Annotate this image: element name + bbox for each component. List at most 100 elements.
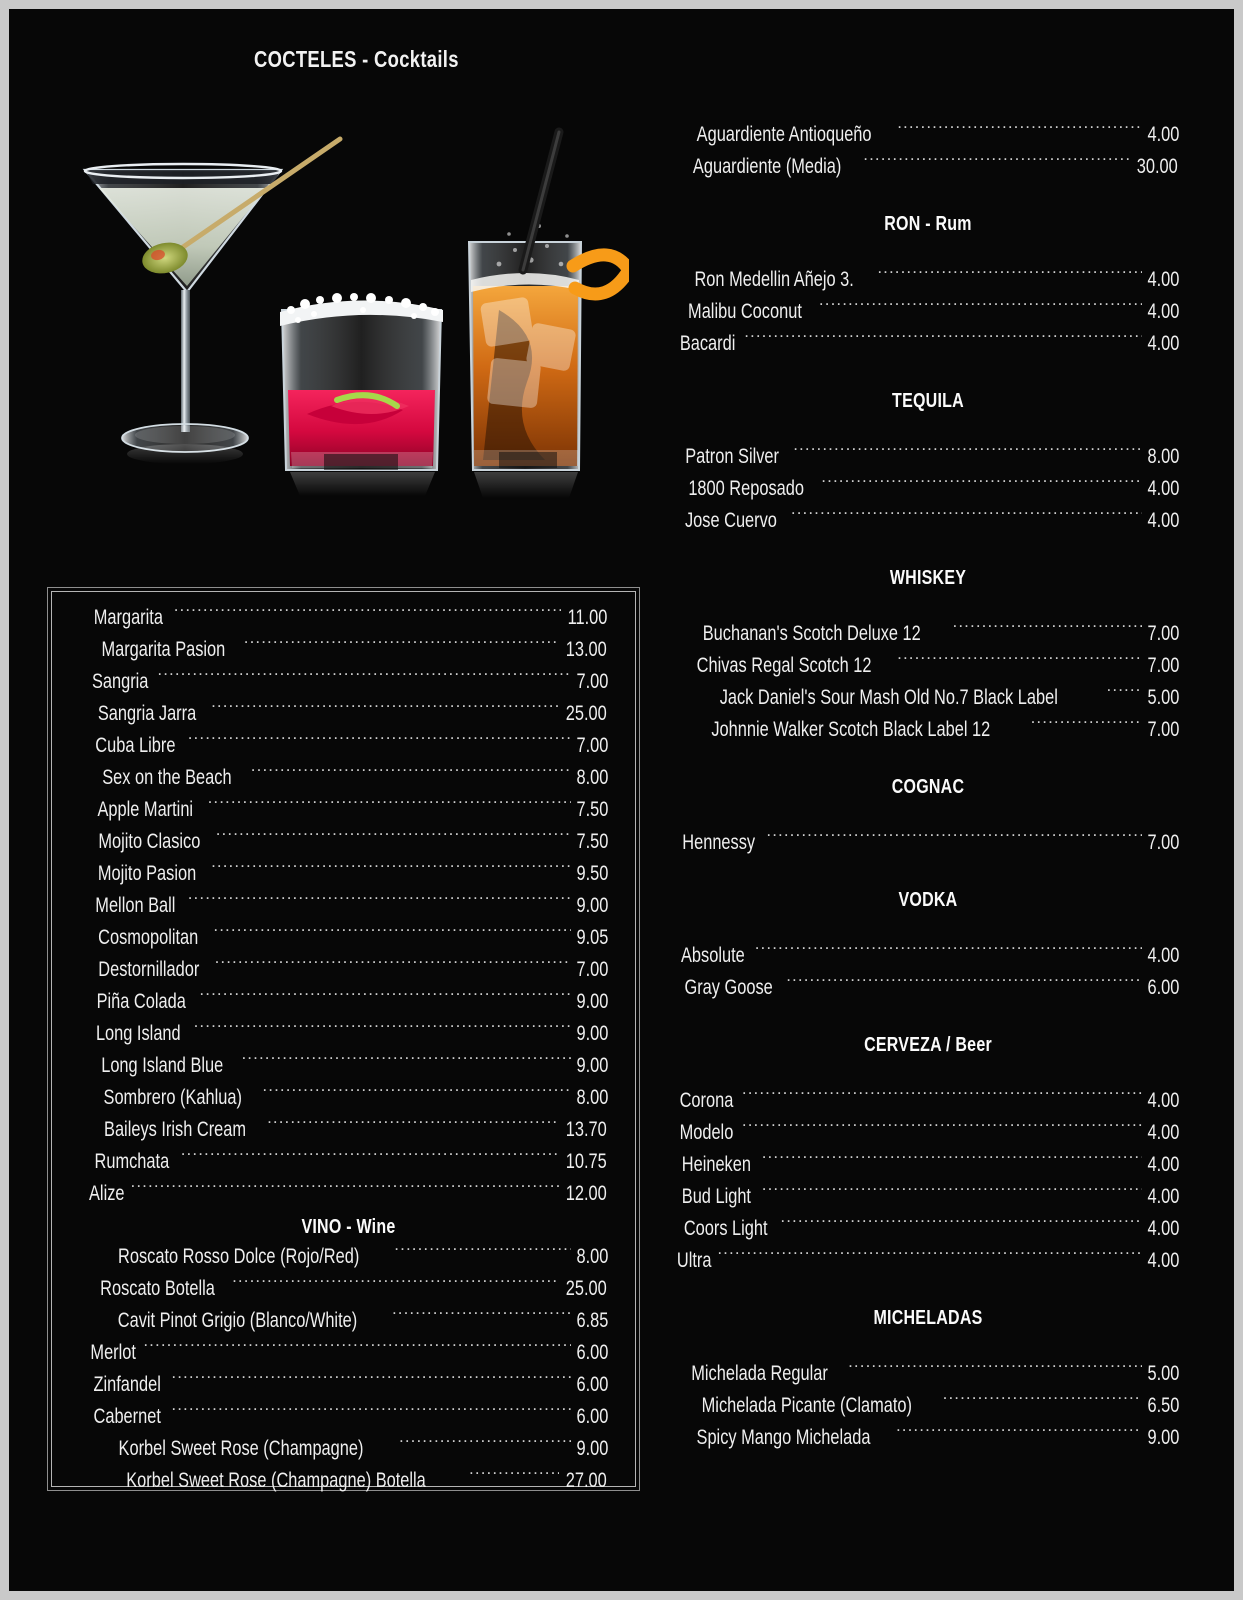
menu-item-name: Patron Silver <box>685 445 779 468</box>
menu-item-name: Ultra <box>676 1249 712 1272</box>
menu-item-price: 7.50 <box>576 830 609 853</box>
menu-item-name: Hennessy <box>682 831 756 854</box>
menu-board: COCTELES - Cocktails <box>9 9 1234 1591</box>
cocktails-list: Margarita 11.00 Margarita Pasion 13.00 Sangr… <box>84 602 613 1210</box>
leader-dots <box>821 474 1142 495</box>
leader-dots <box>762 1150 1142 1171</box>
menu-item-name: Chivas Regal Scotch 12 <box>696 654 872 677</box>
menu-item-row: Sangria 7.00 <box>84 666 613 698</box>
menu-item-name: Bud Light <box>681 1185 751 1208</box>
menu-item-price: 7.00 <box>576 734 609 757</box>
menu-item-name: Buchanan's Scotch Deluxe 12 <box>702 622 921 645</box>
menu-item-name: Mojito Pasion <box>97 862 197 885</box>
menu-item-row: Merlot 6.00 <box>84 1337 613 1369</box>
menu-item-name: 1800 Reposado <box>688 477 804 500</box>
leader-dots <box>793 442 1142 463</box>
menu-item-row: Margarita 11.00 <box>84 602 613 634</box>
menu-item-price: 13.00 <box>566 638 608 661</box>
menu-item-price: 8.00 <box>576 1245 609 1268</box>
menu-item-name: Mellon Ball <box>95 894 176 917</box>
menu-item-price: 4.00 <box>1147 123 1180 146</box>
menu-item-name: Cavit Pinot Grigio (Blanco/White) <box>117 1309 358 1332</box>
menu-item-name: Margarita <box>93 606 163 629</box>
menu-item-name: Margarita Pasion <box>101 638 226 661</box>
menu-item-name: Aguardiente (Media) <box>692 155 842 178</box>
menu-item-row: Sex on the Beach 8.00 <box>84 762 613 794</box>
leader-dots <box>188 731 571 752</box>
menu-item-price: 7.00 <box>1147 622 1180 645</box>
menu-item-name: Malibu Coconut <box>688 300 802 323</box>
menu-item-name: Destornillador <box>98 958 200 981</box>
menu-item-name: Cabernet <box>93 1405 161 1428</box>
menu-item-row: Johnnie Walker Scotch Black Label 12 7.00 <box>672 714 1184 746</box>
menu-item-name: Michelada Picante (Clamato) <box>701 1394 912 1417</box>
leader-dots <box>819 297 1142 318</box>
leader-dots <box>171 1402 571 1423</box>
menu-item-row: Michelada Picante (Clamato) 6.50 <box>672 1390 1184 1422</box>
leader-dots <box>896 1423 1142 1444</box>
leader-dots <box>717 1246 1142 1267</box>
menu-item-row: Korbel Sweet Rose (Champagne) Botella 27.… <box>84 1465 613 1497</box>
menu-item-row: Absolute 4.00 <box>672 940 1184 972</box>
leader-dots <box>742 1118 1142 1139</box>
leader-dots <box>262 1083 571 1104</box>
menu-item-name: Johnnie Walker Scotch Black Label 12 <box>711 718 991 741</box>
leader-dots <box>953 619 1143 640</box>
menu-item-row: Chivas Regal Scotch 12 7.00 <box>672 650 1184 682</box>
items-tequila: Patron Silver 8.00 1800 Reposado 4.00 Jose C… <box>672 441 1184 537</box>
leader-dots <box>267 1115 559 1136</box>
cocktails-photo <box>69 114 637 514</box>
menu-item-price: 5.00 <box>1147 1362 1180 1385</box>
leader-dots <box>199 987 571 1008</box>
menu-item-row: Jack Daniel's Sour Mash Old No.7 Black L… <box>672 682 1184 714</box>
page-title: COCTELES - Cocktails <box>254 46 459 72</box>
menu-item-price: 7.00 <box>576 958 609 981</box>
menu-item-name: Cosmopolitan <box>98 926 199 949</box>
menu-item-price: 4.00 <box>1147 477 1180 500</box>
leader-dots <box>251 763 571 784</box>
menu-item-row: Roscato Rosso Dolce (Rojo/Red) 8.00 <box>84 1241 613 1273</box>
menu-item-row: Jose Cuervo 4.00 <box>672 505 1184 537</box>
menu-item-row: Malibu Coconut 4.00 <box>672 296 1184 328</box>
menu-item-row: Patron Silver 8.00 <box>672 441 1184 473</box>
leader-dots <box>848 1359 1142 1380</box>
menu-item-price: 10.75 <box>566 1150 608 1173</box>
menu-item-price: 5.00 <box>1147 686 1180 709</box>
section-heading-cognac: COGNAC <box>891 776 965 798</box>
menu-item-name: Merlot <box>90 1341 136 1364</box>
leader-dots <box>211 859 571 880</box>
menu-item-name: Coors Light <box>683 1217 768 1240</box>
aguardiente-list: Aguardiente Antioqueño 4.00 Aguardiente (M… <box>672 119 1184 183</box>
section-heading-cerveza-beer: CERVEZA / Beer <box>864 1034 992 1056</box>
menu-item-name: Korbel Sweet Rose (Champagne) Botella <box>126 1469 426 1492</box>
menu-item-price: 11.00 <box>567 606 608 629</box>
menu-item-row: Mojito Pasion 9.50 <box>84 858 613 890</box>
menu-item-price: 6.50 <box>1147 1394 1180 1417</box>
cocktails-wine-frame: Margarita 11.00 Margarita Pasion 13.00 Sangr… <box>47 587 640 1492</box>
leader-dots <box>157 667 571 688</box>
wine-list: Roscato Rosso Dolce (Rojo/Red)8.00Roscat… <box>84 1241 613 1497</box>
menu-item-row: Mojito Clasico 7.50 <box>84 826 613 858</box>
leader-dots <box>786 973 1142 994</box>
menu-item-price: 9.00 <box>576 894 609 917</box>
menu-item-row: Apple Martini 7.50 <box>84 794 613 826</box>
menu-item-name: Long Island Blue <box>101 1054 224 1077</box>
menu-item-name: Zinfandel <box>93 1373 161 1396</box>
leader-dots <box>399 1434 571 1455</box>
menu-item-price: 12.00 <box>566 1182 608 1205</box>
menu-item-row: Modelo 4.00 <box>672 1117 1184 1149</box>
items-ron-rum: Ron Medellin Añejo 3. 4.00 Malibu Coconut 4… <box>672 264 1184 360</box>
menu-item-price: 4.00 <box>1147 1121 1180 1144</box>
menu-item-price: 8.00 <box>1147 445 1180 468</box>
menu-item-price: 8.00 <box>576 1086 609 1109</box>
items-cognac: Hennessy 7.00 <box>672 827 1184 859</box>
menu-item-price: 8.00 <box>576 766 609 789</box>
menu-item-row: Aguardiente Antioqueño 4.00 <box>672 119 1184 151</box>
menu-item-price: 4.00 <box>1147 268 1180 291</box>
leader-dots <box>1031 715 1143 736</box>
menu-item-name: Sex on the Beach <box>102 766 232 789</box>
menu-item-name: Rumchata <box>94 1150 170 1173</box>
menu-item-name: Apple Martini <box>97 798 194 821</box>
